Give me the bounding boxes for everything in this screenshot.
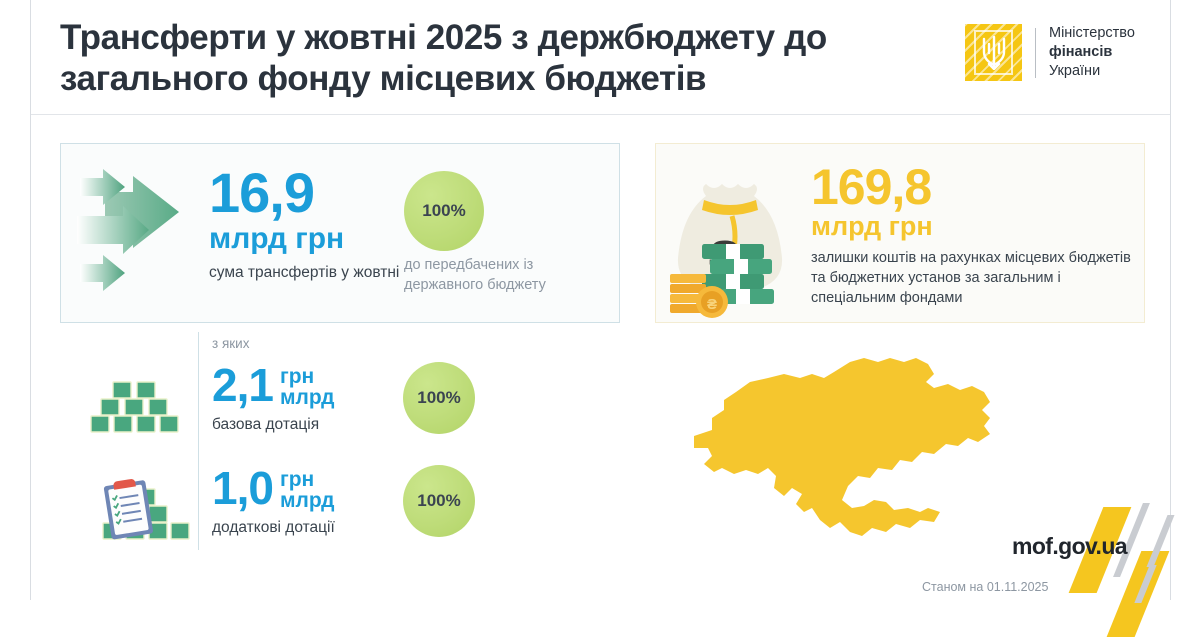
green-arrows-icon (75, 164, 195, 304)
infographic-page: Трансферти у жовтні 2025 з держбюджету д… (30, 0, 1178, 637)
breakdown-value-0: 2,1 (212, 359, 274, 411)
breakdown-caption-1: додаткові дотації (212, 518, 335, 536)
breakdown-unit-top-1: грн (279, 468, 315, 491)
right-margin-rule (1170, 0, 1171, 600)
breakdown-percent-0: 100% (403, 362, 475, 434)
ministry-logo: Міністерство фінансів України (965, 24, 1135, 82)
breakdown-unit-bottom-0: млрд (279, 386, 335, 410)
balances-value: 169,8 (811, 159, 932, 215)
balances-unit: млрд грн (811, 211, 933, 241)
header: Трансферти у жовтні 2025 з держбюджету д… (60, 18, 1160, 98)
balances-figure: 169,8 млрд грн залишки коштів на рахунка… (811, 162, 1131, 308)
transfers-unit: млрд грн (209, 221, 345, 255)
ministry-logo-text: Міністерство фінансів України (1049, 24, 1135, 81)
mof-site-logo[interactable]: mof.gov.ua (1012, 503, 1178, 637)
balances-card: ₴ ₴ (655, 143, 1145, 323)
ukraine-map (672, 352, 1002, 552)
logo-line-1: Міністерство (1049, 25, 1135, 41)
breakdown-label: з яких (212, 336, 250, 351)
site-url[interactable]: mof.gov.ua (1012, 533, 1128, 559)
breakdown-percent-1: 100% (403, 465, 475, 537)
breakdown-item-1: 1,0 грн млрд додаткові дотації 100% (60, 465, 620, 565)
breakdown-unit-bottom-1: млрд (279, 489, 335, 513)
logo-line-3: України (1049, 63, 1101, 80)
clipboard-money-icon (85, 471, 195, 551)
page-title: Трансферти у жовтні 2025 з держбюджету д… (60, 18, 827, 98)
ukraine-trident-icon (965, 24, 1022, 82)
breakdown-item-0: 2,1 грн млрд базова дотація 100% (60, 362, 620, 462)
transfers-percent-caption: до передбачених із державного бюджету (404, 257, 546, 294)
money-stack-icon (85, 368, 195, 448)
as-of-date: Станом на 01.11.2025 (922, 580, 1049, 594)
transfers-value: 16,9 (209, 161, 315, 224)
left-margin-rule (30, 0, 31, 600)
breakdown-unit-top-0: грн (279, 365, 315, 388)
transfers-percent-badge: 100% (404, 171, 484, 251)
breakdown-caption-0: базова дотація (212, 415, 320, 433)
transfers-caption: сума трансфертів у жовтні (209, 264, 400, 282)
svg-text:₴: ₴ (707, 296, 717, 313)
balances-caption: залишки коштів на рахунках місцевих бюдж… (811, 250, 1131, 307)
logo-divider (1035, 27, 1036, 78)
transfers-figure: 16,9 млрд грн сума трансфертів у жовтні (209, 161, 409, 283)
breakdown-divider (198, 332, 199, 550)
transfers-card: 16,9 млрд грн сума трансфертів у жовтні … (60, 143, 620, 323)
money-bag-icon: ₴ ₴ (666, 166, 806, 321)
logo-line-2: фінансів (1049, 44, 1113, 61)
breakdown-figure-1: 1,0 грн млрд додаткові дотації (212, 462, 412, 537)
breakdown-figure-0: 2,1 грн млрд базова дотація (212, 359, 412, 434)
header-separator (31, 114, 1170, 115)
breakdown-value-1: 1,0 (212, 462, 274, 514)
